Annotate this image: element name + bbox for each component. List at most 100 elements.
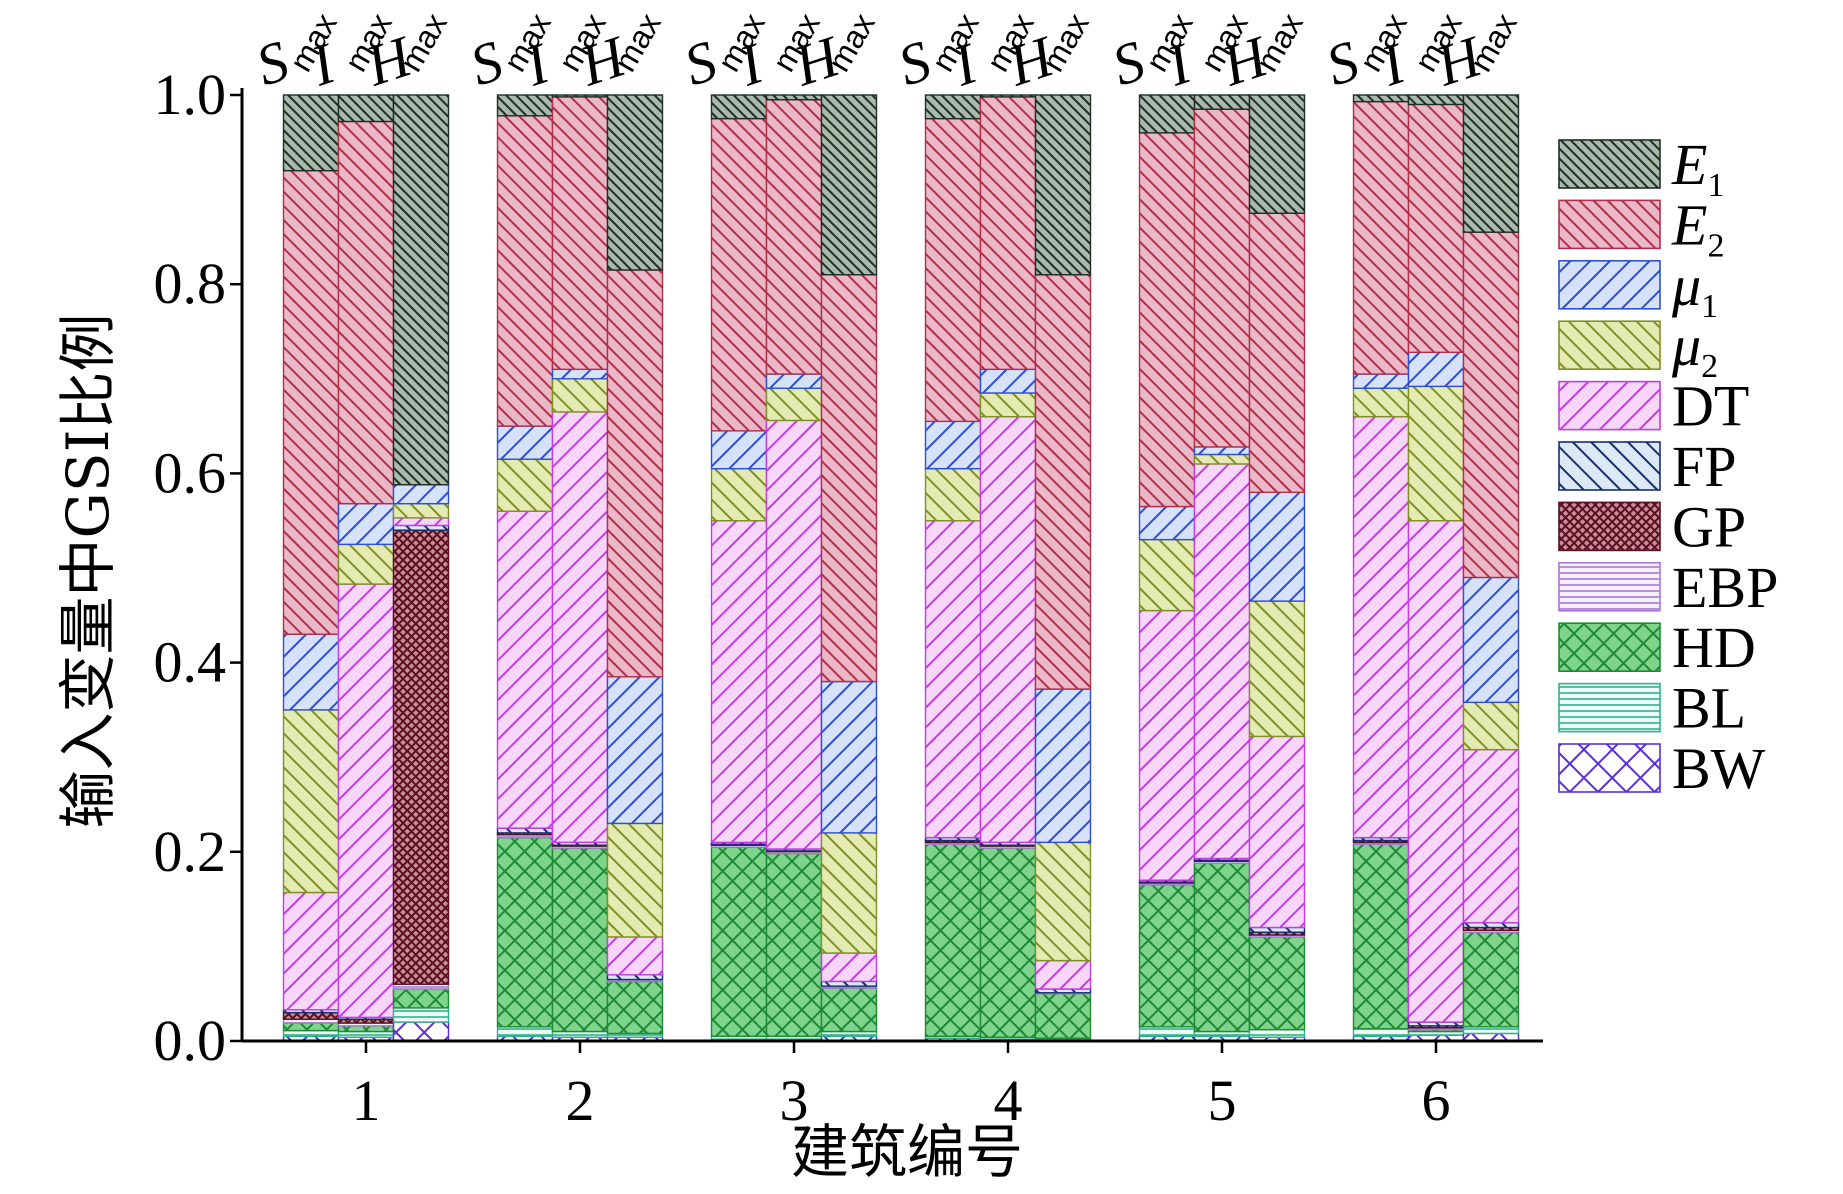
bar-segment-dt — [710, 520, 768, 844]
bar-segment-hd — [337, 1025, 395, 1033]
bar-segment-mu1 — [496, 425, 554, 460]
bar-segment-mu2 — [1034, 841, 1092, 962]
legend-label-mu2: μ2 — [1671, 313, 1718, 385]
bar-segment-mu2 — [282, 709, 340, 894]
bar-segment-dt — [979, 415, 1037, 844]
bar-segment-e1 — [1034, 94, 1092, 276]
legend-label-main: BL — [1672, 676, 1746, 741]
bar-segment-fp — [606, 974, 664, 981]
bar-segment-e1 — [282, 94, 340, 172]
building-group-4 — [924, 94, 1092, 1042]
bar-segment-e1 — [710, 94, 768, 120]
legend-item-mu1: μ1 — [1558, 253, 1718, 325]
bar-h-max — [606, 94, 664, 1042]
legend-item-fp: FP — [1558, 434, 1737, 499]
bar-s-max — [924, 94, 982, 1042]
bar-segment-bl — [1352, 1028, 1410, 1037]
bar-segment-dt — [337, 583, 395, 1019]
bar-segment-bl — [282, 1029, 340, 1037]
bar-s-max — [496, 94, 554, 1042]
bar-segment-dt — [1407, 520, 1465, 1023]
bar-segment-mu2 — [496, 458, 554, 512]
bar-h-max — [1248, 94, 1306, 1042]
x-tick-label: 4 — [994, 1068, 1023, 1133]
bar-segment-hd — [1352, 843, 1410, 1030]
bar-segment-e2 — [1248, 212, 1306, 494]
legend-label-main: FP — [1672, 434, 1737, 499]
legend-swatch-hd — [1558, 622, 1661, 673]
bar-segment-ebp — [392, 983, 450, 990]
bar-segment-mu2 — [392, 502, 450, 519]
legend-item-mu2: μ2 — [1558, 313, 1718, 385]
bar-segment-e2 — [924, 117, 982, 423]
legend-label-bw: BW — [1672, 736, 1766, 801]
bar-segment-dt — [924, 520, 982, 839]
bar-segment-mu2 — [1352, 387, 1410, 418]
bar-segment-mu1 — [765, 373, 823, 389]
bar-segment-dt — [282, 891, 340, 1011]
bar-segment-dt — [765, 419, 823, 850]
legend-item-dt: DT — [1558, 374, 1749, 439]
bar-segment-dt — [551, 411, 609, 844]
bar-segment-e1 — [1193, 94, 1251, 110]
bar-segment-hd — [606, 980, 664, 1035]
bar-segment-e1 — [924, 94, 982, 120]
legend-item-bl: BL — [1558, 676, 1746, 741]
bar-segment-e1 — [1407, 94, 1465, 106]
bar-segment-mu2 — [1193, 453, 1251, 465]
bar-segment-e1 — [820, 94, 878, 276]
x-axis-title: 建筑编号 — [791, 1118, 1023, 1186]
bar-i-max — [765, 94, 823, 1042]
bar-segment-mu1 — [979, 368, 1037, 394]
legend-swatch-bw — [1558, 743, 1661, 793]
bar-segment-bl — [551, 1030, 609, 1038]
bar-segment-e2 — [765, 99, 823, 375]
bar-segment-hd — [1462, 931, 1520, 1028]
bar-segment-e2 — [1407, 103, 1465, 354]
bar-segment-e2 — [1193, 108, 1251, 448]
bar-segment-mu2 — [710, 467, 768, 522]
bar-segment-e2 — [710, 117, 768, 432]
bar-segment-bw — [392, 1021, 450, 1042]
bar-segment-e2 — [496, 115, 554, 427]
bar-h-max — [820, 94, 878, 1042]
bar-segment-e1 — [337, 94, 395, 123]
axes — [240, 88, 1543, 1043]
bar-segment-mu1 — [820, 680, 878, 834]
y-tick-label: 0.4 — [154, 630, 227, 695]
legend-label-main: HD — [1672, 615, 1756, 680]
y-tick-label: 0.0 — [154, 1008, 227, 1073]
y-tick-label: 1.0 — [154, 62, 227, 127]
bar-segment-mu1 — [282, 633, 340, 711]
bar-segment-e2 — [337, 120, 395, 505]
legend-label-sub: 2 — [1701, 348, 1718, 385]
x-tick-label: 3 — [780, 1068, 809, 1133]
bars-layer — [282, 94, 1520, 1042]
bar-segment-dt — [606, 936, 664, 976]
legend-label-main: BW — [1672, 736, 1766, 801]
legend-label-main: E — [1671, 192, 1707, 257]
bar-i-max — [1407, 94, 1465, 1042]
legend-item-e2: E2 — [1558, 192, 1724, 264]
bar-segment-hd — [1138, 884, 1196, 1028]
bar-h-max — [1034, 94, 1092, 1042]
bar-segment-e1 — [496, 94, 554, 117]
bar-segment-mu1 — [1462, 576, 1520, 704]
bar-segment-hd — [924, 843, 982, 1037]
x-tick-label: 1 — [352, 1068, 381, 1133]
bar-segment-e2 — [979, 96, 1037, 371]
building-group-1 — [282, 94, 450, 1042]
bar-segment-mu1 — [551, 368, 609, 380]
bar-segment-mu2 — [765, 387, 823, 422]
bar-segment-e2 — [1034, 274, 1092, 690]
bar-segment-bl — [1248, 1028, 1306, 1038]
bar-h-max — [392, 94, 450, 1042]
building-group-2 — [496, 94, 664, 1042]
bar-segment-mu2 — [551, 378, 609, 413]
legend-item-hd: HD — [1558, 615, 1756, 680]
legend-item-e1: E1 — [1558, 132, 1724, 204]
bar-segment-fp — [820, 980, 878, 987]
legend-label-ebp: EBP — [1672, 555, 1778, 620]
bar-segment-dt — [1248, 735, 1306, 929]
